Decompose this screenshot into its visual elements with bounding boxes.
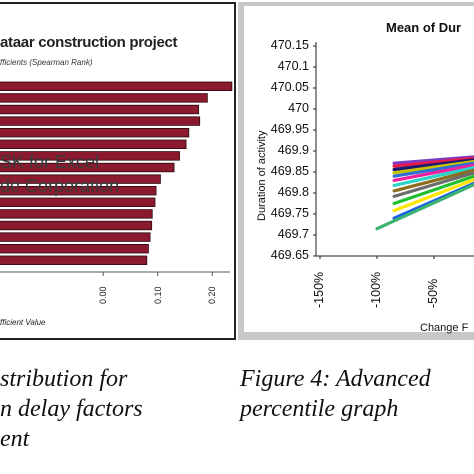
left-chart-subtitle: fficients (Spearman Rank) xyxy=(0,58,93,67)
line-chart-panel: Mean of Dur Duration of activity 470.15 4… xyxy=(238,2,474,340)
tornado-bar-7 xyxy=(0,162,175,173)
tornado-chart-panel: ataar construction project fficients (Sp… xyxy=(0,2,236,340)
tornado-bar-0 xyxy=(0,81,233,92)
series-line-9 xyxy=(392,174,474,206)
tornado-bar-2 xyxy=(0,104,200,115)
tornado-bar-10 xyxy=(0,197,156,208)
line-chart-canvas: Mean of Dur Duration of activity 470.15 4… xyxy=(244,6,474,334)
right-y-tick-7: 469.8 xyxy=(277,185,309,199)
left-x-tick-1: 0.10 xyxy=(152,286,163,304)
right-y-tick-9: 469.7 xyxy=(277,227,309,241)
right-y-tick-2: 470.05 xyxy=(270,80,309,94)
line-plot xyxy=(313,42,474,259)
right-caption-line-2: percentile graph xyxy=(240,396,399,422)
series-line-6 xyxy=(392,165,474,188)
tornado-bar-9 xyxy=(0,185,157,196)
tornado-bar-15 xyxy=(0,255,148,266)
right-chart-title: Mean of Dur xyxy=(386,20,462,35)
tornado-bars xyxy=(0,81,233,276)
right-y-tick-1: 470.1 xyxy=(277,59,309,73)
series-line-12 xyxy=(375,182,474,231)
right-x-tick-0: -150% xyxy=(312,271,326,308)
tornado-bar-5 xyxy=(0,139,187,150)
tornado-bar-13 xyxy=(0,232,151,242)
left-x-tick-0: 0.00 xyxy=(98,286,109,304)
right-x-tick-1: -100% xyxy=(369,271,383,308)
left-caption-line-3: ent xyxy=(0,426,30,452)
series-line-5 xyxy=(392,163,474,182)
series-line-4 xyxy=(392,161,474,178)
left-x-tick-2: 0.20 xyxy=(207,286,218,304)
series-line-8 xyxy=(392,171,474,198)
left-caption-line-2: n delay factors xyxy=(0,396,143,422)
tornado-bar-1 xyxy=(0,93,208,103)
right-x-tick-2: -50% xyxy=(426,278,440,308)
right-y-tick-6: 469.85 xyxy=(270,164,309,178)
right-y-tick-3: 470 xyxy=(288,101,309,115)
right-y-tick-4: 469.95 xyxy=(270,122,309,136)
series-line-10 xyxy=(392,177,474,213)
left-x-axis-label: fficient Value xyxy=(0,318,46,327)
tornado-bar-8 xyxy=(0,174,161,184)
series-line-2 xyxy=(392,158,474,172)
watermark-line-1: SK for Excel xyxy=(0,152,100,172)
tornado-bar-12 xyxy=(0,220,153,231)
tornado-bar-3 xyxy=(0,116,201,126)
left-chart-title: ataar construction project xyxy=(0,34,178,51)
right-y-tick-10: 469.65 xyxy=(270,248,309,262)
watermark-line-2: de Corporation xyxy=(0,176,120,196)
right-y-tick-5: 469.9 xyxy=(277,143,309,157)
tornado-bar-14 xyxy=(0,243,149,254)
right-x-axis-label: Change F xyxy=(420,322,469,334)
series-line-3 xyxy=(392,159,474,175)
right-y-tick-8: 469.75 xyxy=(270,206,309,220)
left-caption-line-1: stribution for xyxy=(0,366,128,392)
right-y-tick-0: 470.15 xyxy=(270,38,309,52)
tornado-bar-4 xyxy=(0,128,190,138)
tornado-bar-6 xyxy=(0,151,180,161)
right-caption-line-1: Figure 4: Advanced xyxy=(240,366,431,392)
series-line-1 xyxy=(392,156,474,168)
tornado-bar-11 xyxy=(0,209,153,219)
series-line-7 xyxy=(392,168,474,193)
